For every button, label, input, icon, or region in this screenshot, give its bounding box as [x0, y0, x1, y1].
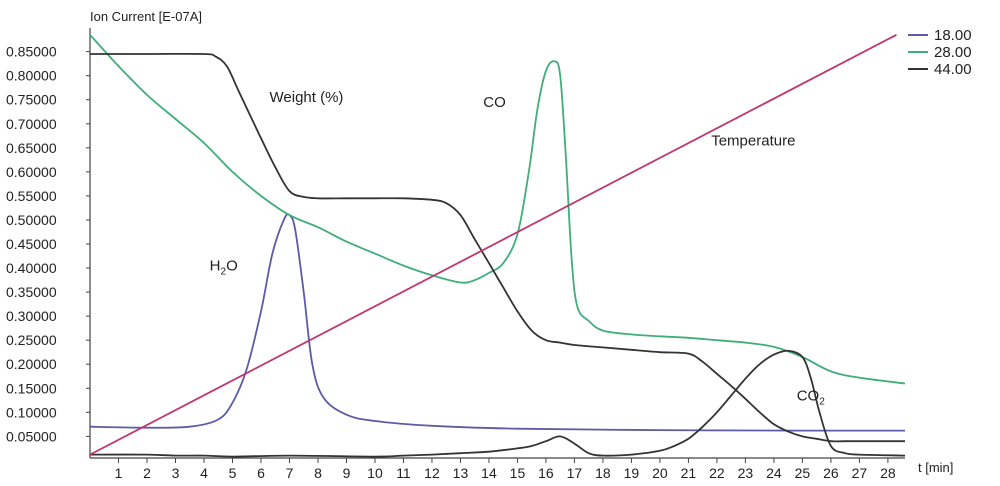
y-axis-ticks: 0.05000 0.10000 0.15000 0.20000 0.25000 0.300…: [6, 44, 90, 444]
y-tick-label: 0.40000: [6, 260, 57, 276]
x-tick-label: 18: [595, 465, 611, 481]
y-tick-label: 0.10000: [6, 404, 57, 420]
legend-label: 18.00: [934, 27, 972, 44]
series-line-4: [89, 349, 906, 458]
series-lines: [89, 34, 906, 458]
y-tick-label: 0.05000: [6, 428, 57, 444]
x-tick-label: 22: [709, 465, 725, 481]
y-tick-label: 0.30000: [6, 308, 57, 324]
series-line-2: [89, 34, 906, 385]
x-tick-label: 24: [766, 465, 782, 481]
x-tick-label: 3: [172, 465, 180, 481]
y-tick-label: 0.45000: [6, 236, 57, 252]
x-tick-label: 17: [567, 465, 583, 481]
y-tick-label: 0.80000: [6, 68, 57, 84]
x-tick-label: 9: [343, 465, 351, 481]
x-tick-label: 28: [880, 465, 896, 481]
y-tick-label: 0.55000: [6, 188, 57, 204]
y-tick-label: 0.85000: [6, 44, 57, 60]
x-tick-label: 23: [738, 465, 754, 481]
x-tick-label: 25: [795, 465, 811, 481]
y-tick-label: 0.70000: [6, 116, 57, 132]
x-tick-label: 20: [652, 465, 668, 481]
y-tick-label: 0.50000: [6, 212, 57, 228]
legend-label: 44.00: [934, 61, 972, 78]
x-tick-label: 12: [424, 465, 440, 481]
y-tick-label: 0.35000: [6, 284, 57, 300]
series-line-3: [89, 52, 905, 443]
curve-annotation: CO: [483, 94, 506, 111]
x-axis-title: t [min]: [918, 460, 953, 475]
annotation-text-tail: O: [226, 257, 238, 274]
x-tick-label: 14: [481, 465, 497, 481]
x-tick-label: 15: [510, 465, 526, 481]
y-axis-title: Ion Current [E-07A]: [90, 9, 202, 24]
curve-annotation: Temperature: [711, 132, 795, 149]
x-tick-label: 19: [624, 465, 640, 481]
curve-annotation: Weight (%): [270, 89, 344, 106]
y-tick-label: 0.75000: [6, 92, 57, 108]
annotation-subscript: 2: [819, 396, 825, 407]
curve-annotation: CO2: [797, 387, 826, 407]
x-tick-label: 26: [823, 465, 839, 481]
x-tick-label: 1: [115, 465, 123, 481]
y-tick-label: 0.20000: [6, 356, 57, 372]
x-tick-label: 2: [143, 465, 151, 481]
x-tick-label: 27: [852, 465, 868, 481]
x-tick-label: 8: [314, 465, 322, 481]
annotation-text: CO: [797, 387, 820, 404]
x-tick-label: 11: [396, 465, 411, 481]
x-tick-label: 6: [257, 465, 265, 481]
x-tick-label: 7: [286, 465, 294, 481]
x-tick-label: 5: [229, 465, 237, 481]
annotation-text: Weight (%): [270, 89, 344, 106]
annotation-text: H: [210, 257, 221, 274]
y-tick-label: 0.65000: [6, 140, 57, 156]
x-tick-label: 21: [681, 465, 697, 481]
curve-annotation: H2O: [210, 257, 238, 277]
annotation-subscript: 2: [221, 266, 227, 277]
y-tick-label: 0.15000: [6, 380, 57, 396]
x-tick-label: 16: [538, 465, 554, 481]
y-tick-label: 0.25000: [6, 332, 57, 348]
legend-label: 28.00: [934, 44, 972, 61]
x-tick-label: 13: [453, 465, 469, 481]
series-line-1: [89, 213, 906, 432]
x-axis-ticks: 1 2 3 4 5 6 7 8 9 10 11 12 13 14 15 16 17 18 19 20 21 22 23 24 2…: [115, 458, 896, 481]
annotation-text: CO: [483, 94, 506, 111]
x-tick-label: 4: [200, 465, 208, 481]
x-tick-label: 10: [367, 465, 383, 481]
y-tick-label: 0.60000: [6, 164, 57, 180]
series-line-5: [89, 34, 897, 456]
annotation-text: Temperature: [711, 132, 795, 149]
